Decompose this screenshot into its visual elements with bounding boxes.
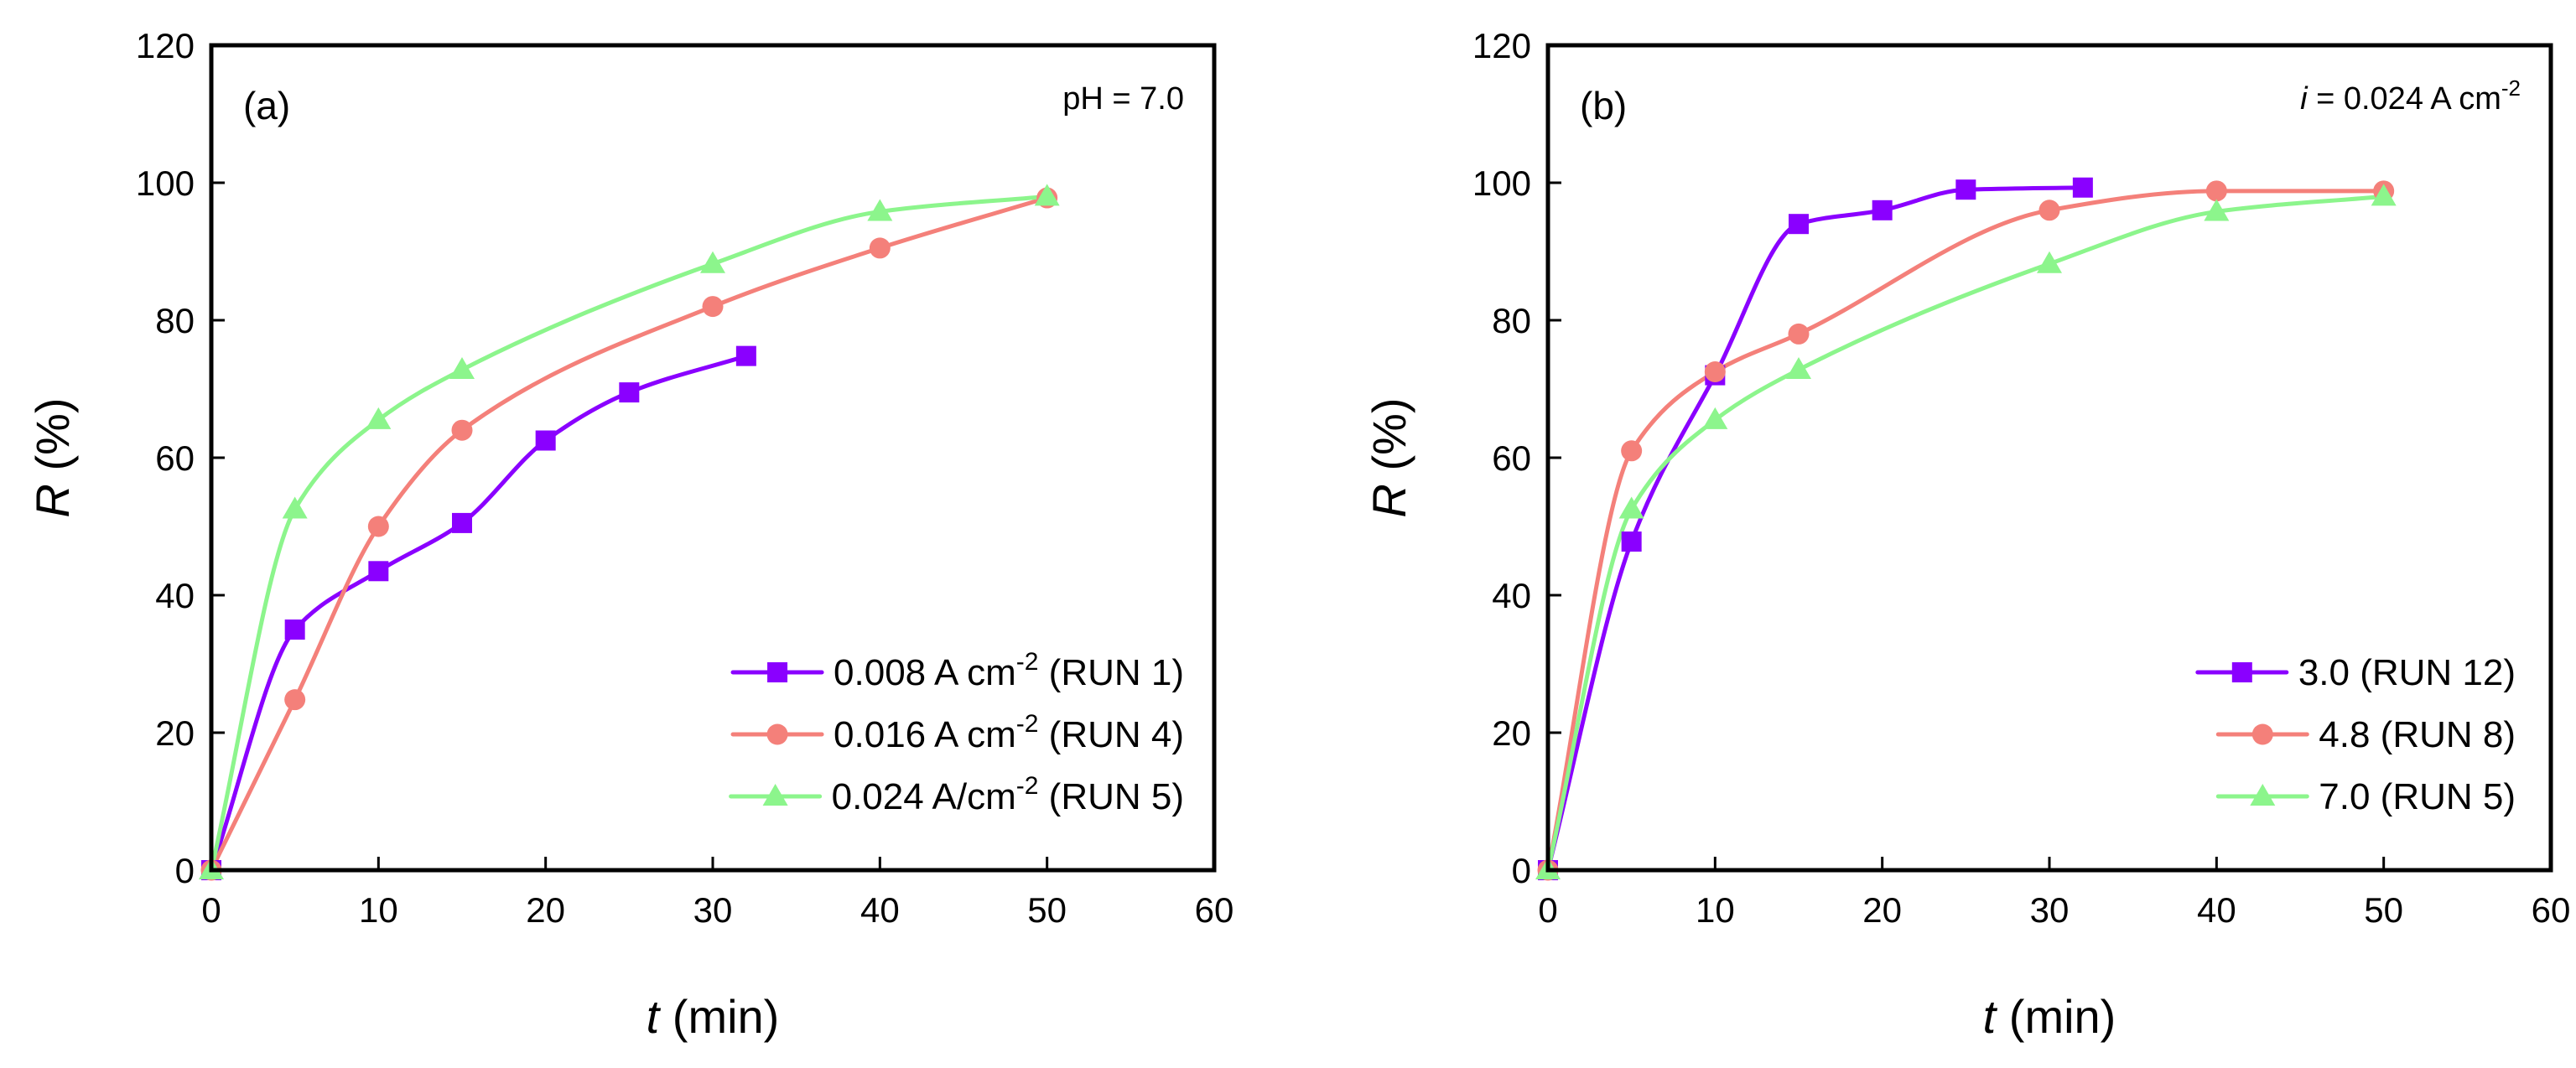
condition-annotation: pH = 7.0 bbox=[1062, 81, 1184, 117]
y-tick-label: 80 bbox=[155, 301, 195, 340]
x-tick-label: 0 bbox=[1538, 890, 1557, 930]
x-tick-label: 30 bbox=[693, 890, 733, 930]
series-1-point bbox=[1621, 531, 1642, 552]
legend-label-1: 3.0 (RUN 12) bbox=[2298, 652, 2516, 693]
x-axis-label: t (min) bbox=[647, 990, 780, 1043]
series-1-point bbox=[2072, 177, 2093, 198]
series-1-point bbox=[1955, 179, 1976, 200]
x-tick-label: 20 bbox=[526, 890, 565, 930]
legend-marker-3 bbox=[2250, 784, 2276, 806]
legend-marker-2 bbox=[766, 723, 788, 745]
x-tick-label: 60 bbox=[1195, 890, 1234, 930]
series-3-point bbox=[2204, 199, 2230, 221]
x-tick-label: 40 bbox=[2197, 890, 2236, 930]
series-1-point bbox=[619, 382, 640, 403]
x-tick-label: 0 bbox=[201, 890, 221, 930]
series-3-point bbox=[1786, 357, 1811, 380]
y-tick-label: 60 bbox=[155, 438, 195, 478]
x-tick-label: 50 bbox=[1027, 890, 1067, 930]
series-1-point bbox=[284, 620, 305, 640]
series-3-point bbox=[1034, 184, 1060, 206]
series-1-point bbox=[735, 345, 756, 366]
legend-label-3: 7.0 (RUN 5) bbox=[2319, 776, 2516, 817]
legend-marker-3 bbox=[762, 784, 788, 806]
series-3-point bbox=[449, 357, 475, 380]
series-3-point bbox=[867, 199, 893, 221]
series-2-point bbox=[702, 296, 724, 318]
x-tick-label: 10 bbox=[1696, 890, 1735, 930]
series-2-point bbox=[451, 419, 473, 441]
condition-annotation: i = 0.024 A cm-2 bbox=[2300, 75, 2521, 117]
series-2-point bbox=[284, 689, 306, 711]
series-2-point bbox=[1704, 361, 1726, 382]
series-1-point bbox=[535, 430, 556, 451]
y-tick-label: 40 bbox=[155, 576, 195, 615]
series-2-point bbox=[367, 516, 389, 537]
legend-marker-1 bbox=[2231, 662, 2252, 682]
x-tick-label: 20 bbox=[1862, 890, 1902, 930]
series-1-point bbox=[1789, 214, 1809, 235]
y-axis-label: R (%) bbox=[26, 397, 79, 517]
legend-label-1: 0.008 A cm-2 (RUN 1) bbox=[834, 648, 1184, 693]
y-tick-label: 100 bbox=[136, 163, 195, 203]
series-3-point bbox=[2371, 184, 2397, 206]
series-3-point bbox=[366, 407, 392, 429]
series-2-point bbox=[1788, 323, 1810, 345]
series-line-3 bbox=[1545, 194, 2386, 873]
y-tick-label: 120 bbox=[1472, 26, 1531, 65]
y-tick-label: 20 bbox=[1492, 713, 1531, 753]
panel-a-chart: 0 10 20 30 40 50 60 0 20 40 60 80 100 120 t (min) R (%)… bbox=[26, 26, 1233, 1043]
series-3-point bbox=[282, 496, 308, 519]
y-tick-label: 20 bbox=[155, 713, 195, 753]
x-tick-label: 30 bbox=[2030, 890, 2070, 930]
y-tick-label: 0 bbox=[175, 851, 195, 890]
y-tick-label: 100 bbox=[1472, 163, 1531, 203]
series-3-point bbox=[1618, 496, 1644, 519]
panel-b-chart: 0 10 20 30 40 50 60 0 20 40 60 80 100 120 t (min) R (%)… bbox=[1363, 26, 2570, 1043]
series-1-point bbox=[368, 561, 389, 582]
x-tick-label: 10 bbox=[359, 890, 398, 930]
legend-label-2: 0.016 A cm-2 (RUN 4) bbox=[834, 710, 1184, 755]
series-3-point bbox=[2037, 251, 2062, 273]
legend-marker-1 bbox=[767, 662, 788, 682]
y-tick-label: 120 bbox=[136, 26, 195, 65]
series-2-point bbox=[2038, 200, 2060, 221]
series-line-3 bbox=[209, 194, 1050, 873]
plot-frame bbox=[209, 43, 1217, 873]
series-3-point bbox=[1702, 407, 1728, 429]
series-2-point bbox=[2205, 180, 2227, 202]
legend-marker-2 bbox=[2251, 723, 2273, 745]
legend-label-3: 0.024 A/cm-2 (RUN 5) bbox=[832, 772, 1184, 817]
legend-label-2: 4.8 (RUN 8) bbox=[2319, 714, 2516, 755]
y-tick-label: 0 bbox=[1512, 851, 1531, 890]
series-1-point bbox=[1872, 200, 1893, 220]
panel-label: (b) bbox=[1580, 84, 1627, 127]
y-tick-label: 40 bbox=[1492, 576, 1531, 615]
series-3-point bbox=[700, 251, 725, 273]
y-tick-label: 60 bbox=[1492, 438, 1531, 478]
x-axis-label: t (min) bbox=[1983, 990, 2116, 1043]
series-2-point bbox=[1621, 440, 1643, 462]
plot-frame bbox=[1545, 43, 2553, 873]
series-line-2 bbox=[209, 195, 1050, 873]
series-line-2 bbox=[1545, 189, 2386, 873]
series-line-1 bbox=[1545, 185, 2085, 873]
y-axis-label: R (%) bbox=[1363, 397, 1415, 517]
x-tick-label: 50 bbox=[2364, 890, 2403, 930]
x-tick-label: 60 bbox=[2532, 890, 2571, 930]
x-tick-label: 40 bbox=[860, 890, 900, 930]
series-2-point bbox=[869, 237, 891, 259]
y-tick-label: 80 bbox=[1492, 301, 1531, 340]
series-1-point bbox=[452, 512, 472, 533]
series-line-1 bbox=[209, 354, 749, 873]
panel-label: (a) bbox=[243, 84, 290, 127]
